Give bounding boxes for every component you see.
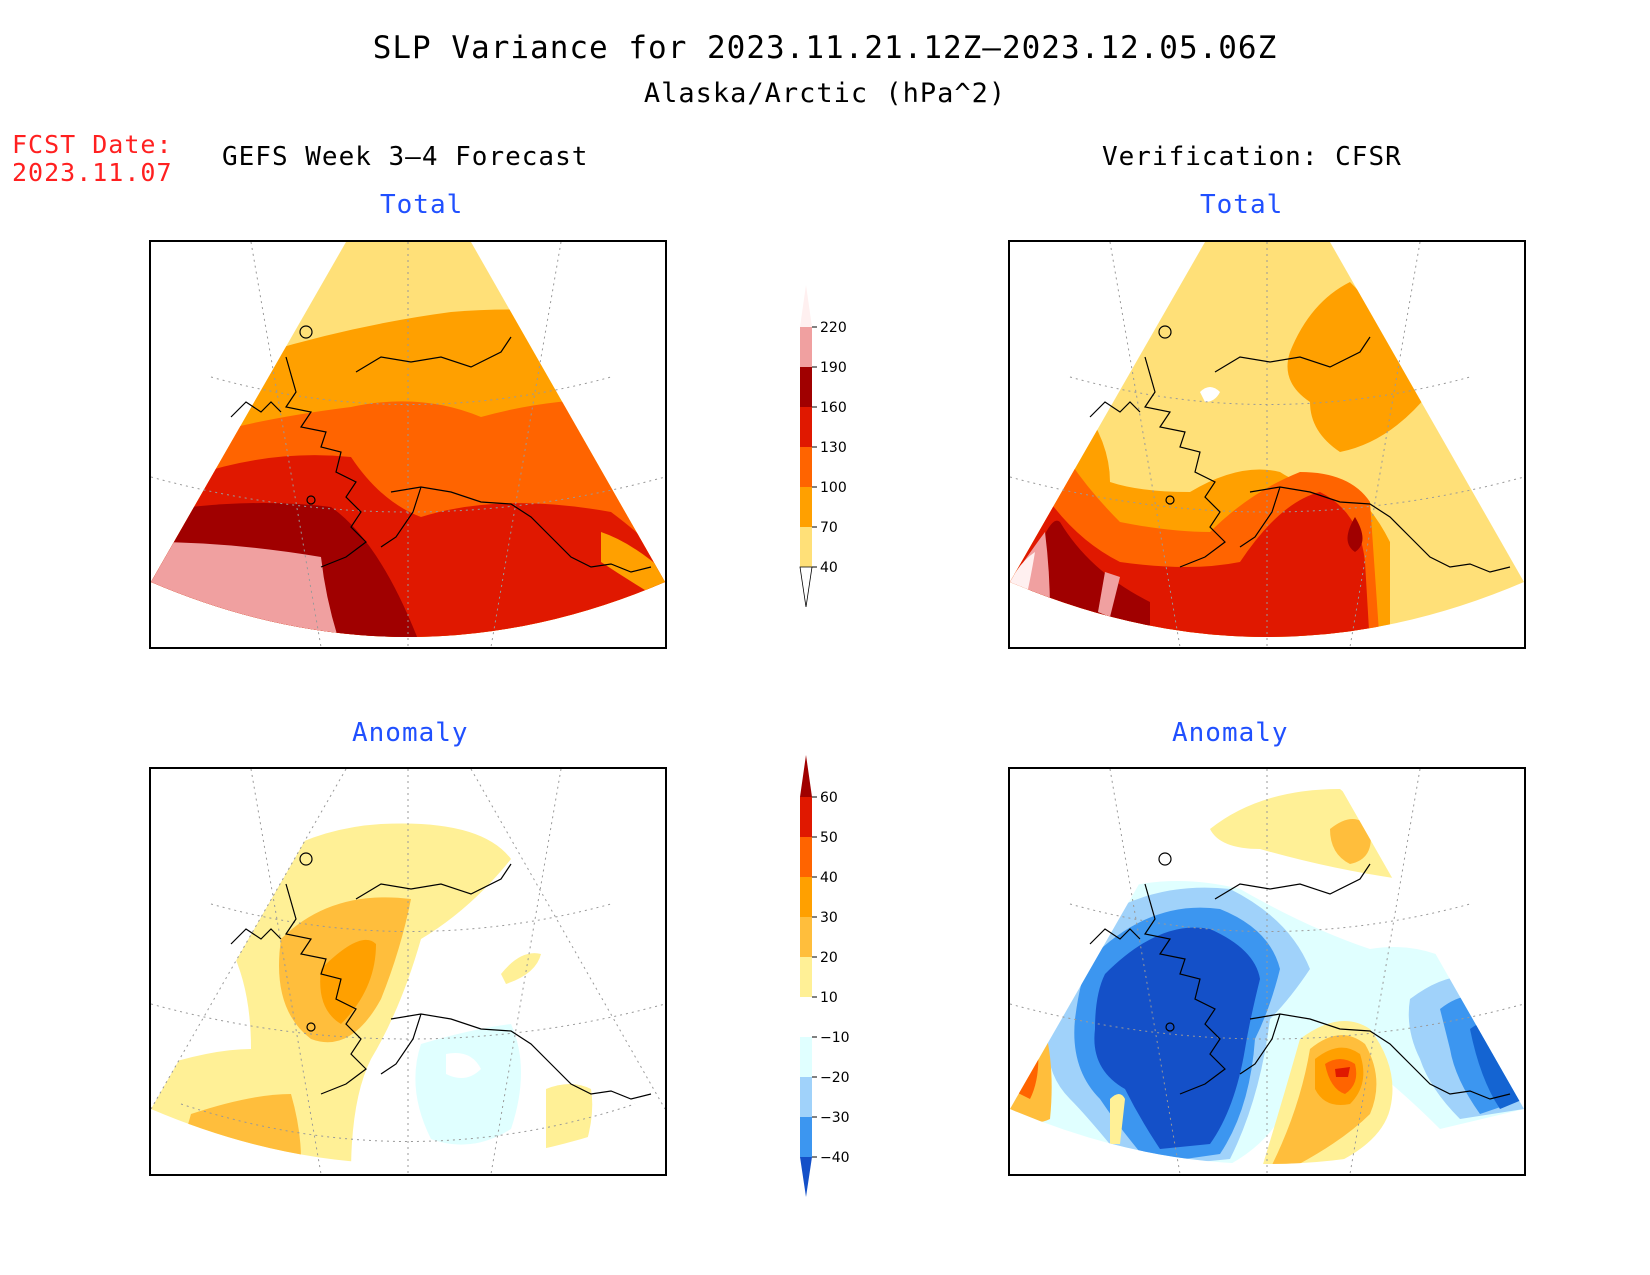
anomaly-colorbar-band xyxy=(800,1077,812,1117)
total-colorbar-band xyxy=(800,527,812,567)
total-colorbar-band xyxy=(800,447,812,487)
total-colorbar-tip-bottom xyxy=(799,566,813,608)
anomaly-colorbar-tip-bottom xyxy=(800,1157,812,1197)
verification-anomaly-map xyxy=(1008,767,1526,1176)
anomaly-colorbar-tick-label: 50 xyxy=(820,830,838,846)
fcst-date-value: 2023.11.07 xyxy=(12,158,173,187)
fcst-date-label: FCST Date: xyxy=(12,130,173,159)
anomaly-colorbar-band xyxy=(800,837,812,877)
total-colorbar-band xyxy=(800,367,812,407)
anomaly-colorbar-band xyxy=(800,917,812,957)
figure-subtitle: Alaska/Arctic (hPa^2) xyxy=(643,78,1007,109)
anomaly-colorbar-tick-label: 60 xyxy=(820,790,838,806)
total-colorbar-tick-label: 160 xyxy=(820,400,847,416)
forecast-anomaly-label: Anomaly xyxy=(352,718,469,748)
total-colorbar-tick-label: 130 xyxy=(820,440,847,456)
total-colorbar-tick-label: 70 xyxy=(820,520,838,536)
anomaly-colorbar-tick-label: −20 xyxy=(820,1070,850,1086)
verification-header: Verification: CFSR xyxy=(1102,142,1402,172)
anomaly-colorbar-band xyxy=(800,797,812,837)
verification-anomaly-label: Anomaly xyxy=(1172,718,1289,748)
total-colorbar-tick-label: 190 xyxy=(820,360,847,376)
total-colorbar-band xyxy=(800,407,812,447)
anomaly-colorbar-tick-label: 30 xyxy=(820,910,838,926)
total-colorbar-tick-label: 220 xyxy=(820,320,847,336)
anomaly-colorbar-band xyxy=(800,1117,812,1157)
anomaly-colorbar-tick-label: −30 xyxy=(820,1110,850,1126)
total-colorbar: 220 190 160 130 100 70 40 xyxy=(799,285,847,608)
anomaly-colorbar-band xyxy=(800,1037,812,1077)
total-colorbar-tick-label: 100 xyxy=(820,480,847,496)
anomaly-colorbar-tick-label: 10 xyxy=(820,990,838,1006)
total-colorbar-band xyxy=(800,487,812,527)
anomaly-colorbar-tick-label: −10 xyxy=(820,1030,850,1046)
total-colorbar-tip-top xyxy=(800,285,812,327)
anomaly-colorbar: 60 50 40 30 20 10 −10 −20 −30 −40 xyxy=(800,755,850,1197)
total-colorbar-tick-label: 40 xyxy=(820,560,838,576)
forecast-total-label: Total xyxy=(380,190,464,220)
anomaly-colorbar-band xyxy=(800,997,812,1037)
forecast-total-map xyxy=(149,240,667,649)
figure-title: SLP Variance for 2023.11.21.12Z–2023.12.… xyxy=(372,30,1278,66)
total-colorbar-band xyxy=(800,327,812,367)
forecast-header: GEFS Week 3–4 Forecast xyxy=(222,142,589,172)
forecast-anomaly-map xyxy=(149,767,667,1176)
anomaly-colorbar-tick-label: 20 xyxy=(820,950,838,966)
anomaly-colorbar-tick-label: −40 xyxy=(820,1150,850,1166)
anomaly-colorbar-tick-label: 40 xyxy=(820,870,838,886)
verification-total-map xyxy=(1008,240,1526,649)
anomaly-colorbar-band xyxy=(800,957,812,997)
anomaly-colorbar-band xyxy=(800,877,812,917)
verification-total-label: Total xyxy=(1200,190,1284,220)
anomaly-colorbar-tip-top xyxy=(800,755,812,797)
